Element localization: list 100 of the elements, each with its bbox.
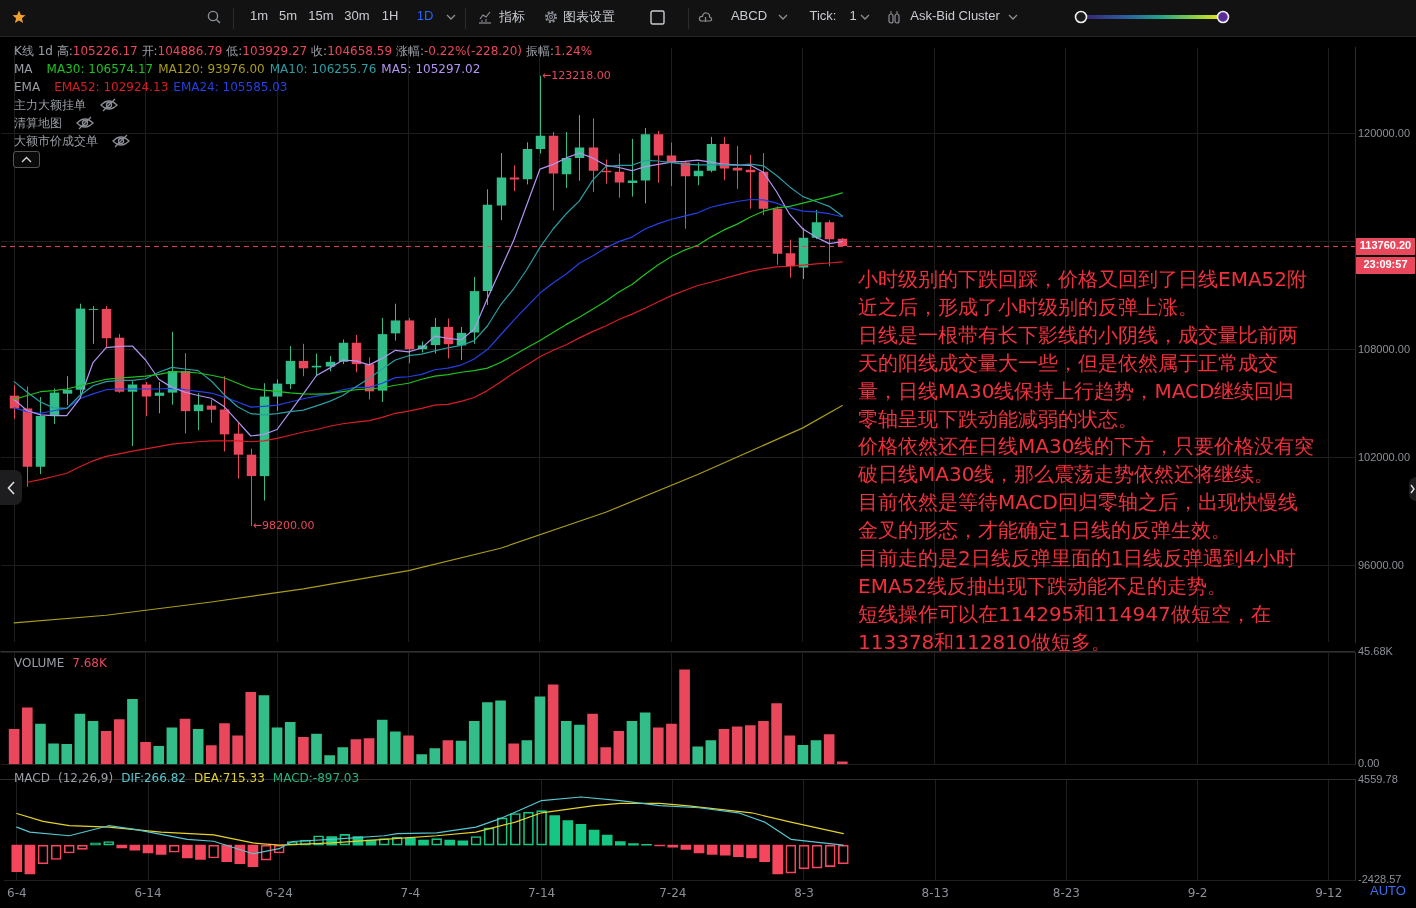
x-tick-label: 7-4 [400, 886, 421, 901]
bar [206, 745, 217, 765]
bar [797, 745, 809, 765]
bar [127, 699, 138, 765]
bar [560, 721, 572, 765]
ref-line-label: 113760.20 [1359, 239, 1412, 252]
bar [219, 723, 230, 765]
bar [706, 844, 718, 855]
text: MA30: 106574.17 [46, 61, 154, 78]
text: 7.68K [72, 656, 107, 672]
bar [442, 740, 454, 765]
bar [718, 728, 730, 765]
text: MA10: 106255.76 [269, 61, 377, 78]
bar [61, 743, 73, 765]
x-tick-label: 8-23 [1052, 886, 1080, 901]
bar [692, 746, 704, 765]
bar [182, 844, 193, 859]
bar [587, 713, 598, 765]
bar [759, 844, 770, 862]
bar [562, 820, 574, 846]
bar [311, 733, 322, 765]
annotation: MA [14, 61, 33, 78]
text: ABCD [730, 8, 768, 23]
bar [457, 840, 469, 846]
bar [639, 712, 651, 765]
bar [719, 844, 731, 856]
annotation: 大额市价成交单 [14, 133, 98, 150]
bar [405, 837, 416, 846]
annotation: 金叉的形态，才能确定1日线的反弹生效。 [858, 517, 1232, 545]
y-tick-label: 4559.78 [1358, 772, 1398, 785]
chart-title: MACD [14, 771, 50, 787]
bar [324, 755, 335, 765]
bar [534, 696, 546, 765]
x-tick-label: 9-12 [1315, 886, 1343, 901]
bar [575, 823, 587, 846]
bar [271, 727, 283, 765]
bar [600, 747, 612, 765]
annotation: EMA52线反抽出现下跌动能不足的走势。 [858, 572, 1229, 600]
annotation: 零轴呈现下跌动能减弱的状态。 [858, 405, 1139, 433]
text: 图表设置 [563, 8, 615, 26]
annotation: 破日线MA30线，那么震荡走势依然还将继续。 [858, 461, 1276, 489]
bar [613, 731, 625, 765]
bar [21, 707, 33, 765]
bar [74, 713, 86, 765]
text: 1m [249, 8, 269, 23]
annotation: 日线是一根带有长下影线的小阴线，成交量比前两 [858, 321, 1299, 349]
bar [705, 740, 717, 765]
chart-subtitle: (12,26,9) [57, 771, 114, 787]
bar [626, 721, 638, 765]
bar [810, 740, 822, 765]
bar [495, 700, 506, 765]
bar [337, 747, 349, 765]
y-tick-label: 102000.00 [1358, 450, 1410, 463]
y-tick-label: 0.00 [1358, 757, 1380, 770]
bar [521, 740, 533, 765]
bar [574, 724, 585, 765]
y-tick-label: 45.68K [1358, 645, 1394, 658]
bar [192, 728, 204, 765]
text: 5m [278, 8, 298, 23]
bar [628, 843, 639, 846]
bar [140, 741, 151, 765]
bar [614, 841, 626, 846]
bar [772, 844, 784, 875]
bar [245, 691, 257, 765]
bar [549, 815, 561, 846]
x-tick-label: 6-4 [7, 886, 27, 901]
bar [746, 844, 757, 859]
bar [8, 728, 20, 765]
text: 1D [416, 8, 434, 23]
candlestick [88, 305, 99, 345]
bar [11, 844, 23, 873]
bar [232, 735, 243, 765]
bar [547, 684, 559, 765]
bar [403, 735, 414, 765]
text: 30m [344, 8, 370, 23]
text: Ask-Bid Cluster [910, 8, 1000, 23]
text: MA5: 105297.02 [381, 61, 481, 78]
bar [258, 695, 270, 765]
bar [390, 731, 401, 765]
bar [284, 721, 296, 765]
text: AUTO [1370, 883, 1406, 898]
bar [179, 718, 191, 765]
bar [444, 839, 456, 846]
y-tick-label: -2428.57 [1358, 873, 1402, 886]
annotation: 量，日线MA30线保持上行趋势，MACD继续回归 [858, 377, 1296, 405]
annotation: 短线操作可以在114295和114947做短空，在 [858, 600, 1272, 628]
text: K线 1d 高:105226.17 开:104886.79 低:103929.27 收:104658.59 涨幅:-0.22%(-228.20) 振幅:1.24% [14, 44, 593, 58]
x-tick-label: 8-13 [921, 886, 949, 901]
candlestick [206, 399, 217, 424]
annotation: 主力大额挂单 [14, 97, 86, 114]
text: 1H [381, 8, 399, 23]
bar [771, 703, 782, 765]
text: DIF:266.82 [121, 771, 186, 787]
bar [376, 719, 388, 765]
annotation: 清算地图 [14, 115, 62, 132]
text: DEA:715.33 [193, 771, 265, 787]
annotation: 小时级别的下跌回踩，价格又回到了日线EMA52附 [858, 266, 1309, 293]
bar [680, 844, 692, 850]
candlestick [732, 145, 743, 190]
bar [508, 743, 520, 765]
